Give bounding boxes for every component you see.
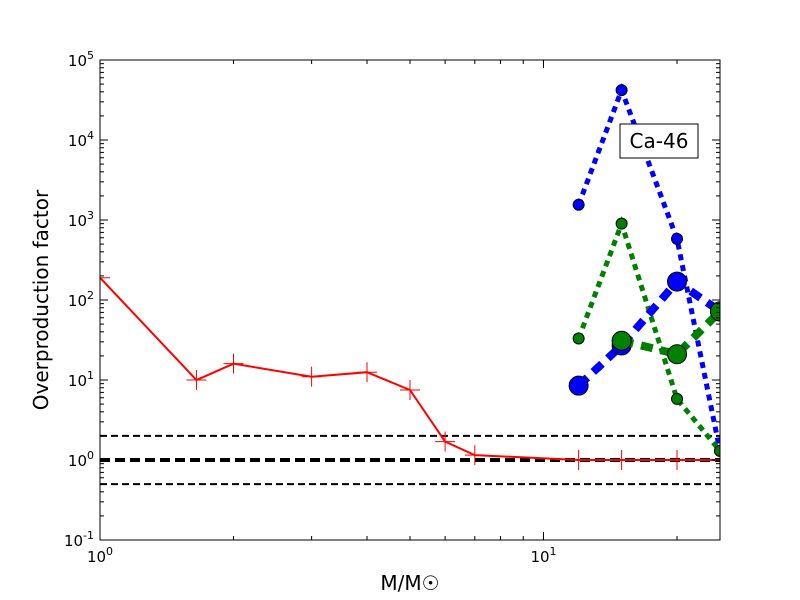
annotation-frame <box>619 123 699 159</box>
series-3-point-0 <box>568 375 589 396</box>
x-axis-label: M/M☉ <box>380 571 439 595</box>
series-2-point-1 <box>615 217 628 230</box>
series-2 <box>572 216 720 457</box>
series-1-point-0 <box>572 198 585 211</box>
series-0 <box>100 267 720 470</box>
y-tick-label-0: 10-1 <box>64 529 94 550</box>
series-4-point-0 <box>611 330 632 351</box>
series-1-point-2 <box>671 232 684 245</box>
series-0-line <box>100 277 720 461</box>
y-tick-label-6: 105 <box>68 49 94 70</box>
series-0-point-1 <box>186 370 207 390</box>
series-3-point-2 <box>667 271 688 292</box>
series-2-point-0 <box>572 332 585 345</box>
series-0-point-10 <box>667 450 688 470</box>
series-0-point-9 <box>611 450 632 470</box>
y-tick-label-2: 101 <box>68 369 94 390</box>
series-0-point-0 <box>100 267 110 288</box>
series-4 <box>611 301 720 365</box>
series-layer <box>100 82 720 470</box>
x-tick-label-1: 101 <box>530 545 556 566</box>
series-2-point-3 <box>714 444 720 457</box>
series-0-point-2 <box>223 353 244 374</box>
series-0-point-3 <box>301 366 322 387</box>
series-4-point-2 <box>710 301 720 322</box>
y-tick-label-4: 103 <box>68 209 94 230</box>
annotation-label: Ca-46 <box>630 129 689 153</box>
series-3 <box>568 271 720 396</box>
y-tick-label-1: 100 <box>68 449 94 470</box>
series-0-point-7 <box>464 445 485 466</box>
annotation-box: Ca-46 <box>619 123 699 159</box>
series-0-point-6 <box>435 431 456 452</box>
series-1-line <box>576 82 720 452</box>
y-tick-label-3: 102 <box>68 289 94 310</box>
series-2-point-2 <box>671 392 684 405</box>
series-1-point-1 <box>615 84 628 97</box>
y-axis-label: Overproduction factor <box>29 189 53 410</box>
y-tick-label-5: 104 <box>68 129 94 150</box>
x-tick-label-0: 100 <box>87 545 113 566</box>
series-0-point-8 <box>568 450 589 470</box>
series-3-line <box>575 276 720 389</box>
series-0-point-5 <box>400 379 420 400</box>
series-4-point-1 <box>667 344 688 365</box>
series-0-point-4 <box>357 362 378 383</box>
